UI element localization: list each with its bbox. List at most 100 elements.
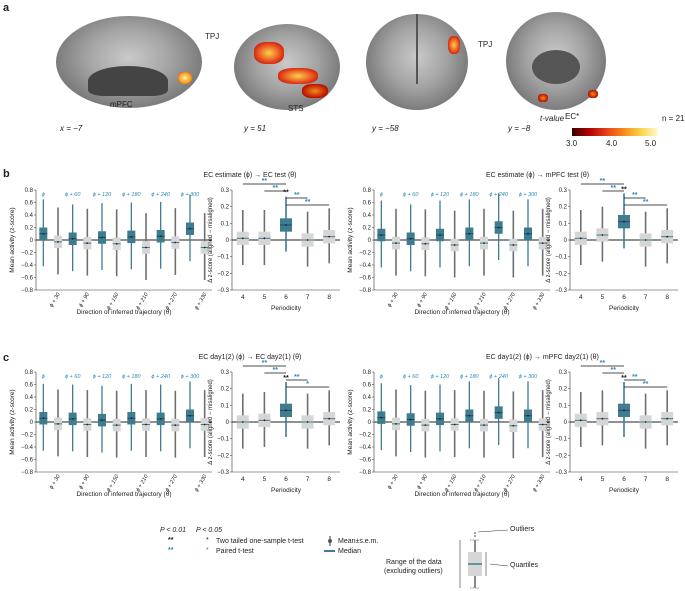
dir-y-tick-label: −0.4 xyxy=(359,445,372,451)
per-x-tick-label: 7 xyxy=(644,294,648,301)
per-x-label: Periodicity xyxy=(609,305,640,312)
dir-phi-top-label: ϕ + 120 xyxy=(93,374,112,380)
per-significance-black: ** xyxy=(621,375,627,382)
dir-y-tick-label: −0.4 xyxy=(359,263,372,269)
box-mean xyxy=(145,423,147,426)
dir-y-tick-label: −0.8 xyxy=(21,288,34,294)
dir-phi-top-label: ϕ + 300 xyxy=(181,374,200,380)
per-x-tick-label: 4 xyxy=(241,294,245,301)
dir-y-tick-label: 0.4 xyxy=(363,213,372,219)
box-mean xyxy=(174,424,177,427)
per-bracket-stars: ** xyxy=(294,192,300,199)
label-ec: EC* xyxy=(565,112,580,121)
dir-phi-bottom-label: ϕ + 330 xyxy=(194,291,209,311)
per-x-tick-label: 4 xyxy=(579,294,583,301)
per-y-tick-label: 0.3 xyxy=(221,370,230,376)
dir-y-tick-label: 0.6 xyxy=(25,383,34,389)
dir-phi-top-label: ϕ + 240 xyxy=(489,192,508,198)
dir-y-tick-label: 0 xyxy=(368,420,372,426)
box-mean xyxy=(71,237,74,240)
per-y-tick-label: 0 xyxy=(564,238,568,244)
per-y-tick-label: 0.3 xyxy=(559,188,568,194)
dir-phi-top-label: ϕ + 180 xyxy=(122,192,141,198)
box-mean xyxy=(527,414,529,417)
per-x-tick-label: 6 xyxy=(622,294,626,301)
label-tpj-left: TPJ xyxy=(205,32,220,41)
dir-x-label: Direction of inferred trajectory (θ) xyxy=(76,491,171,498)
box-mean xyxy=(527,232,529,235)
dir-phi-top-label: ϕ + 60 xyxy=(65,374,81,380)
dir-phi-top-label: ϕ + 120 xyxy=(93,192,112,198)
box-mean xyxy=(130,417,133,420)
box-mean xyxy=(424,242,427,245)
dir-y-tick-label: 0.2 xyxy=(363,408,372,414)
box-mean xyxy=(483,424,485,427)
per-box-mean xyxy=(623,220,625,223)
box-mean xyxy=(468,232,471,235)
per-bracket-stars: ** xyxy=(643,199,649,206)
dir-y-tick-label: 0.2 xyxy=(25,408,34,414)
box-mean xyxy=(174,241,177,244)
per-y-tick-label: 0 xyxy=(226,420,230,426)
dir-phi-bottom-label: ϕ + 330 xyxy=(532,291,547,311)
dir-phi-bottom-label: ϕ + 30 xyxy=(49,473,62,490)
per-bracket-stars: ** xyxy=(610,185,616,192)
title-b-left: EC estimate (ϕ) → EC test (θ) xyxy=(203,172,297,179)
dir-y-tick-label: −0.6 xyxy=(21,458,34,464)
title-c-right: EC day1(2) (ϕ) → mPFC day2(1) (θ) xyxy=(486,354,599,361)
coord-coronal-posterior: y = −58 xyxy=(372,124,399,133)
dir-phi-top-label: ϕ + 180 xyxy=(460,374,479,380)
box-mean xyxy=(115,424,118,427)
per-box-mean xyxy=(579,419,582,422)
box-mean xyxy=(468,414,471,417)
per-bracket-stars: ** xyxy=(610,367,616,374)
box-mean xyxy=(159,235,162,238)
per-y-tick-label: 0.1 xyxy=(221,403,230,409)
per-x-tick-label: 7 xyxy=(306,294,310,301)
title-b-right: EC estimate (ϕ) → mPFC test (θ) xyxy=(486,172,590,179)
per-box-mean xyxy=(644,239,647,241)
box-mean xyxy=(42,232,45,235)
colorbar-tick-5: 5.0 xyxy=(645,139,657,148)
title-c-left: EC day1(2) (ϕ) → EC day2(1) (θ) xyxy=(198,354,302,361)
legend-paired-star: * xyxy=(206,547,209,554)
per-significance-black: ** xyxy=(283,190,289,197)
dir-y-tick-label: −0.8 xyxy=(359,470,372,476)
per-x-tick-label: 7 xyxy=(644,476,648,483)
dir-x-label: Direction of inferred trajectory (θ) xyxy=(76,309,171,316)
per-bracket-stars: ** xyxy=(632,374,638,381)
per-bracket-stars: ** xyxy=(262,178,268,185)
dir-y-label: Mean activity (z-score) xyxy=(9,389,16,454)
per-y-label: Δ z-score (aligned − misaligned) xyxy=(208,379,214,465)
dir-y-tick-label: −0.8 xyxy=(21,470,34,476)
per-y-tick-label: −0.3 xyxy=(555,288,568,294)
dir-phi-top-label: ϕ + 300 xyxy=(181,192,200,198)
dir-y-tick-label: −0.2 xyxy=(21,251,34,257)
per-y-label: Δ z-score (aligned − misaligned) xyxy=(546,379,552,465)
dir-phi-bottom-label: ϕ + 30 xyxy=(49,291,62,308)
per-box-mean xyxy=(285,409,287,412)
per-box-mean xyxy=(263,419,266,422)
box-mean xyxy=(86,242,89,245)
brain-surface-image xyxy=(232,20,342,115)
coord-sagittal: x = −7 xyxy=(60,124,83,133)
per-y-tick-label: −0.2 xyxy=(555,271,568,277)
dir-y-label: Mean activity (z-score) xyxy=(347,207,354,272)
per-box-mean xyxy=(328,235,331,238)
box-mean xyxy=(57,240,59,243)
dir-phi-top-label: ϕ xyxy=(42,374,45,380)
per-box-mean xyxy=(666,235,669,238)
dir-phi-bottom-label: ϕ + 30 xyxy=(387,473,400,490)
per-y-tick-label: 0.1 xyxy=(559,221,568,227)
per-box-mean xyxy=(306,421,309,423)
dir-y-tick-label: 0.4 xyxy=(25,395,34,401)
box-mean xyxy=(380,234,383,236)
per-bracket-stars: ** xyxy=(272,367,278,374)
per-bracket-stars: * xyxy=(306,381,309,388)
per-y-tick-label: 0 xyxy=(564,420,568,426)
dir-phi-top-label: ϕ + 60 xyxy=(65,192,81,198)
per-box-mean xyxy=(328,417,331,420)
per-bracket-stars: ** xyxy=(305,199,311,206)
per-x-tick-label: 5 xyxy=(263,476,267,483)
legend-excluding: (excluding outliers) xyxy=(384,568,443,575)
